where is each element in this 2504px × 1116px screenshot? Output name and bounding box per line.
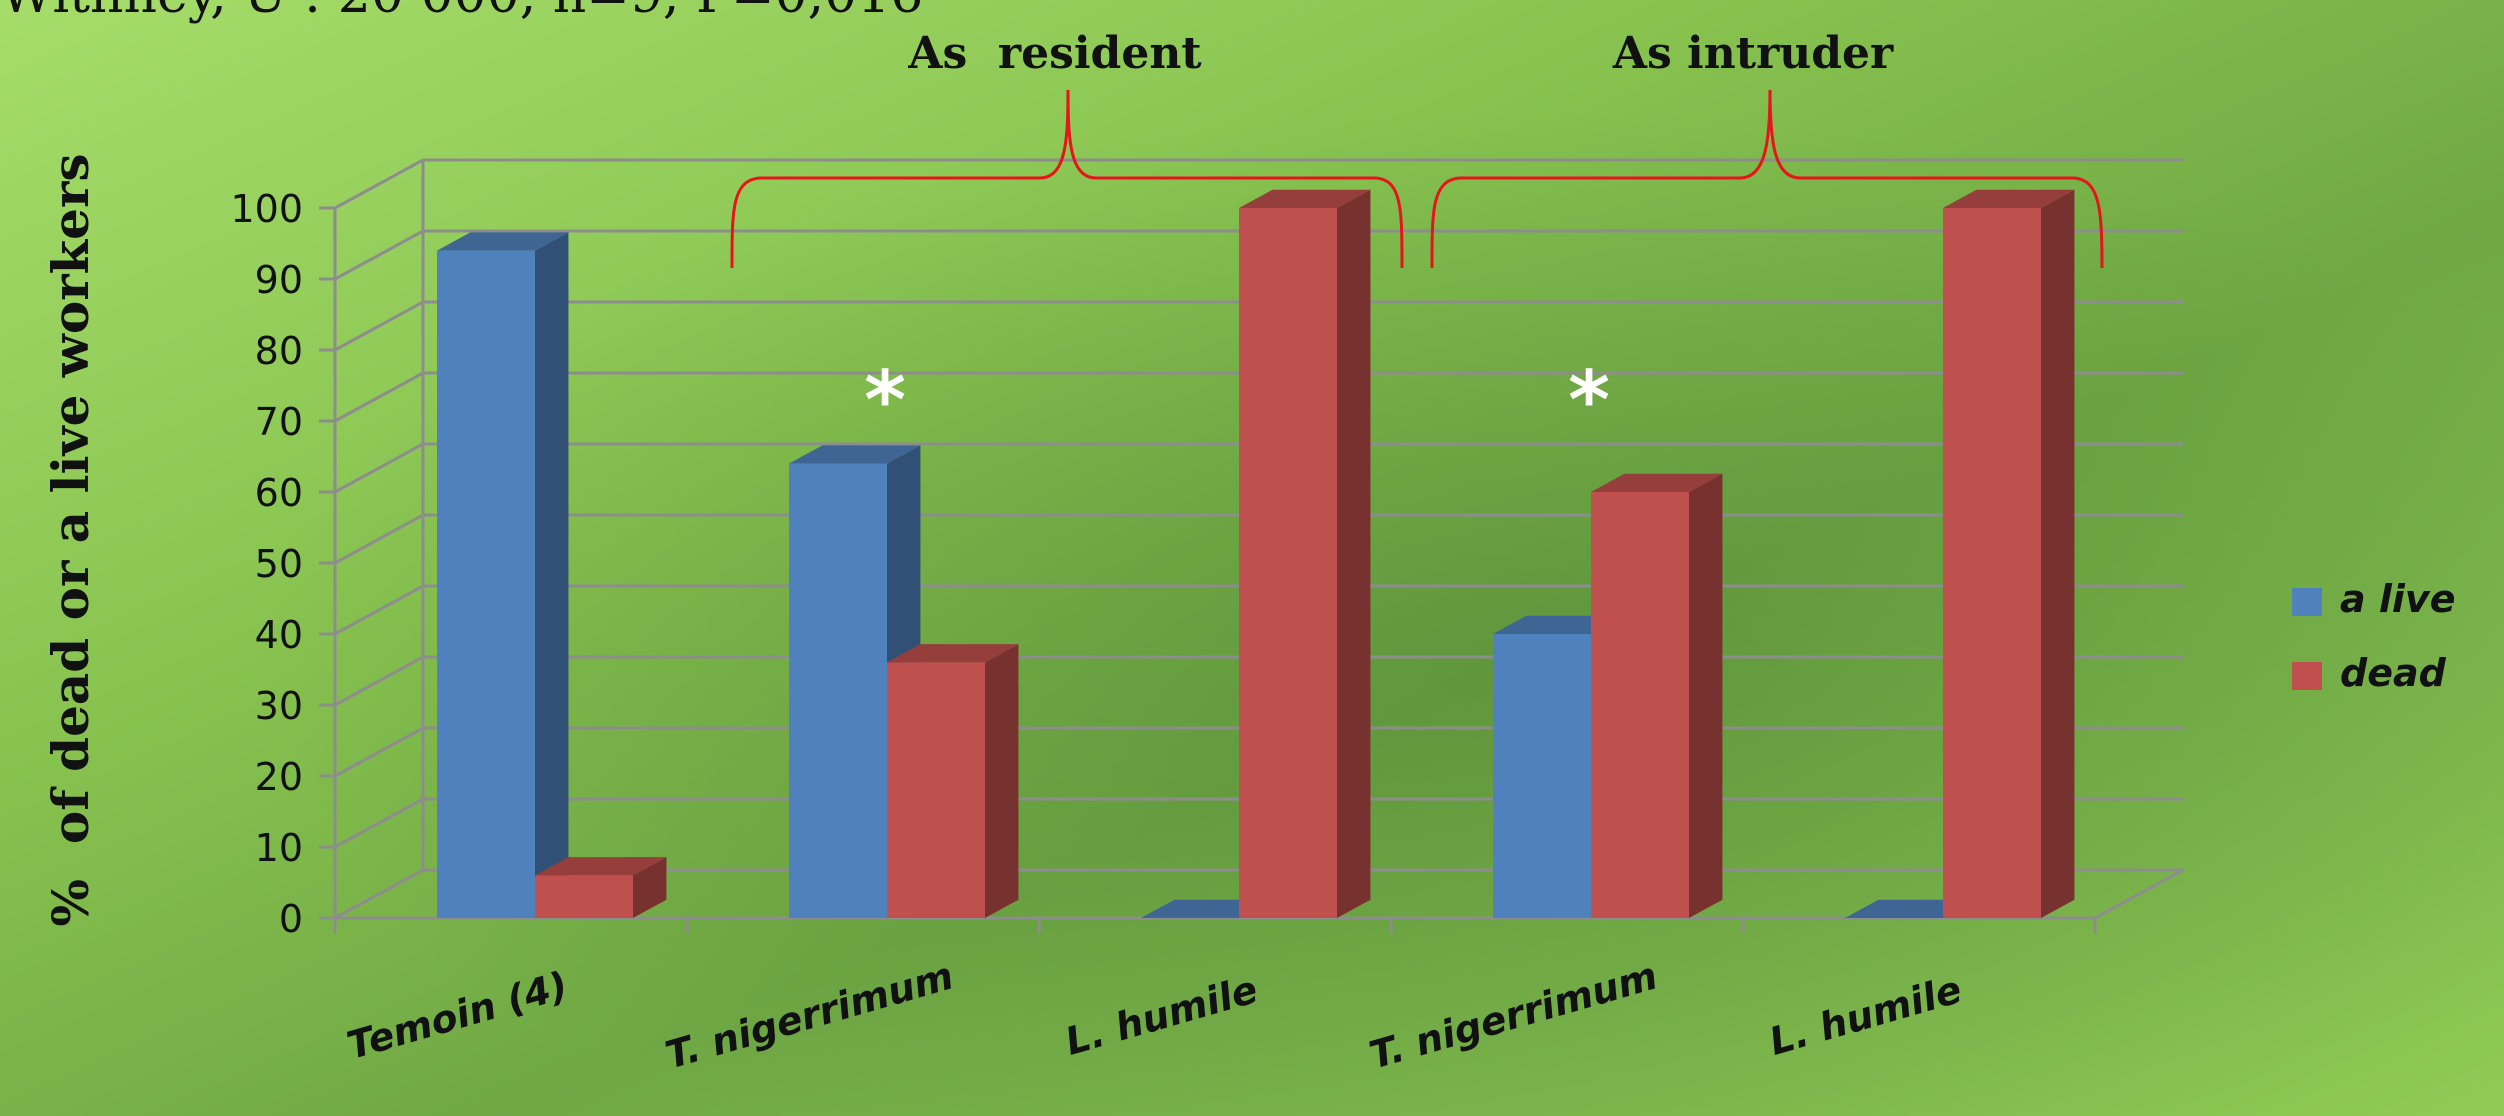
side-gridline-10	[334, 797, 424, 849]
side-gridline-70	[334, 371, 424, 423]
bar-side	[1689, 473, 1723, 918]
group-label-resident: As resident	[907, 28, 1202, 79]
bar-front	[535, 875, 633, 918]
y-tick-label: 40	[255, 613, 303, 657]
bar-front	[887, 662, 985, 918]
side-gridline-20	[334, 726, 424, 778]
bar-side	[1337, 189, 1371, 918]
bar-side	[2041, 189, 2075, 918]
y-tick-label: 70	[255, 400, 303, 444]
side-gridline-90	[334, 229, 424, 281]
header-text: Withney, U : 20 000, n=9, P=0,016	[0, 0, 923, 25]
bar-top	[789, 445, 921, 464]
side-gridline-50	[334, 513, 424, 565]
bar-top	[1943, 189, 2075, 208]
y-tick-label: 50	[255, 542, 303, 586]
legend-label-dead: dead	[2340, 651, 2447, 695]
brace-resident-path	[730, 89, 1404, 269]
bar-front	[789, 463, 887, 918]
bar-front	[1239, 208, 1337, 918]
side-gridline-100	[334, 158, 424, 210]
bar-side	[985, 644, 1019, 918]
axis-layer: 0 10 20 30 40 50 60 70 80 90 100	[230, 187, 2097, 941]
bars-layer	[437, 189, 2075, 919]
side-gridline-80	[334, 300, 424, 352]
brace-intruder-path	[1430, 89, 2104, 269]
group-brace-intruder: As intruder	[1430, 28, 2104, 269]
bar-front	[1493, 634, 1591, 918]
y-tick-label: 20	[255, 755, 303, 799]
significance-marker: *	[1568, 354, 1610, 447]
bar-top	[887, 644, 1019, 663]
bar-dead-0	[535, 857, 667, 918]
side-gridline-0	[334, 868, 424, 920]
y-tick-label: 60	[255, 471, 303, 515]
legend-swatch-dead	[2292, 662, 2322, 690]
y-tick-label: 90	[255, 258, 303, 302]
side-gridline-60	[334, 442, 424, 494]
y-tick-label: 0	[279, 897, 303, 941]
bar-dead-3	[1591, 473, 1723, 918]
bar-dead-2	[1239, 189, 1371, 918]
legend: a live dead	[2292, 577, 2455, 695]
y-tick-label: 10	[255, 826, 303, 870]
bar-a-live-0	[437, 232, 569, 919]
bar-front	[437, 250, 535, 919]
bar-dead-4	[1943, 189, 2075, 918]
bar-dead-1	[887, 644, 1019, 918]
y-tick-label: 100	[230, 187, 303, 231]
bar-top	[1239, 189, 1371, 208]
bar-top	[1591, 473, 1723, 492]
group-brace-resident: As resident	[730, 28, 1404, 269]
bar-top	[535, 857, 667, 876]
floor-right-edge	[2094, 868, 2184, 920]
y-axis-title: % of dead or a live workers	[41, 154, 100, 927]
bar-side	[633, 857, 667, 918]
legend-swatch-a-live	[2292, 588, 2322, 616]
y-tick-label: 30	[255, 684, 303, 728]
bar-front	[1943, 208, 2041, 918]
group-label-intruder: As intruder	[1612, 28, 1894, 79]
side-gridline-40	[334, 584, 424, 636]
bar-top	[437, 232, 569, 251]
bar-front	[1591, 492, 1689, 918]
bar-side	[535, 232, 569, 919]
legend-label-a-live: a live	[2340, 577, 2455, 621]
significance-marker: *	[864, 354, 906, 447]
y-tick-label: 80	[255, 329, 303, 373]
side-gridline-30	[334, 655, 424, 707]
